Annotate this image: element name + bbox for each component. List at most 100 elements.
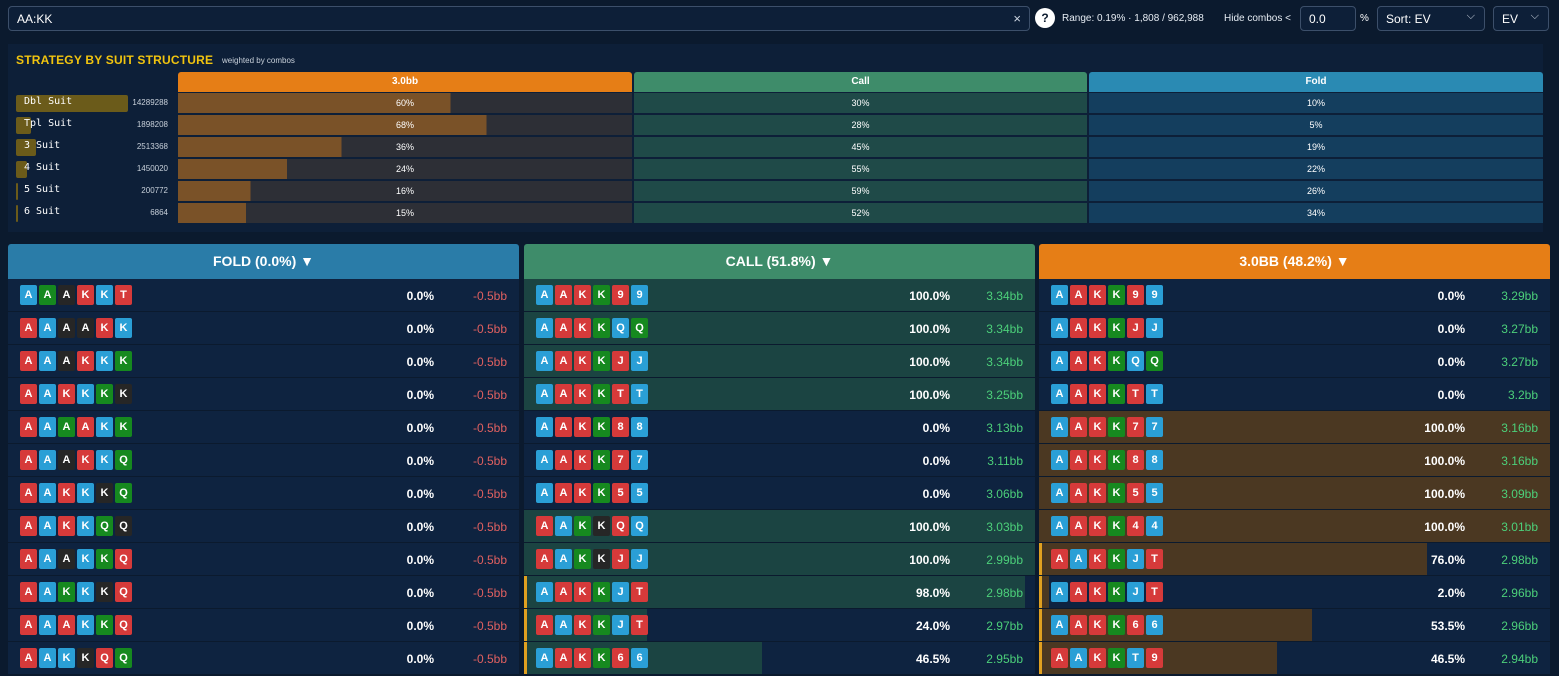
combo-row[interactable]: A A A A K K 0.0% -0.5bb — [8, 312, 519, 345]
combo-row[interactable]: A A K K J T 24.0% 2.97bb — [524, 609, 1035, 642]
combo-row[interactable]: A A K K 6 6 46.5% 2.95bb — [524, 642, 1035, 675]
combo-row[interactable]: A A K K 9 9 0.0% 3.29bb — [1039, 279, 1550, 312]
card: Q — [115, 516, 132, 536]
card: J — [631, 351, 648, 371]
raise-column-header[interactable]: 3.0bb — [178, 72, 632, 92]
card: 9 — [1127, 285, 1144, 305]
suit-row[interactable]: Dbl Suit 14289288 60% 30% 10% — [8, 93, 1543, 113]
card: A — [58, 417, 75, 437]
call-column-header[interactable]: Call — [634, 72, 1087, 92]
card: A — [555, 285, 572, 305]
card: 8 — [1127, 450, 1144, 470]
weight-bar — [16, 183, 18, 200]
combo-row[interactable]: A A K K Q Q 0.0% -0.5bb — [8, 642, 519, 675]
combo-row[interactable]: A A K K J T 76.0% 2.98bb — [1039, 543, 1550, 576]
combo-ev: -0.5bb — [472, 355, 507, 369]
fold-column-header[interactable]: Fold — [1089, 72, 1543, 92]
combo-ev: -0.5bb — [472, 652, 507, 666]
combo-row[interactable]: A A K K 6 6 53.5% 2.96bb — [1039, 609, 1550, 642]
combo-row[interactable]: A A K K Q Q 0.0% -0.5bb — [8, 510, 519, 543]
card: A — [536, 285, 553, 305]
combo-row[interactable]: A A K K T T 0.0% 3.2bb — [1039, 378, 1550, 411]
search-input[interactable] — [17, 10, 997, 28]
mixed-marker — [1039, 576, 1042, 608]
card: K — [574, 351, 591, 371]
suit-raise-cell: 68% — [178, 115, 632, 135]
suit-call-cell: 30% — [634, 93, 1087, 113]
suit-call-cell: 45% — [634, 137, 1087, 157]
combo-row[interactable]: A A A K K K 0.0% -0.5bb — [8, 345, 519, 378]
combo-row[interactable]: A A A K K Q 0.0% -0.5bb — [8, 444, 519, 477]
view-select[interactable]: EV ⌵ — [1493, 6, 1549, 31]
suit-row[interactable]: 3 Suit 2513368 36% 45% 19% — [8, 137, 1543, 157]
combo-row[interactable]: A A K K Q Q 0.0% 3.27bb — [1039, 345, 1550, 378]
fold-column-header[interactable]: FOLD (0.0%) ▼ — [8, 244, 519, 279]
sort-select[interactable]: Sort: EV ⌵ — [1377, 6, 1485, 31]
card: 7 — [612, 450, 629, 470]
combo-frequency: 0.0% — [406, 487, 434, 501]
combo-ev: 3.34bb — [986, 289, 1023, 303]
suit-count: 200772 — [141, 186, 168, 195]
combo-row[interactable]: A A A K K Q 0.0% -0.5bb — [8, 543, 519, 576]
combo-ev: 2.99bb — [986, 553, 1023, 567]
combo-row[interactable]: A A K K T T 100.0% 3.25bb — [524, 378, 1035, 411]
card: K — [593, 648, 610, 668]
combo-row[interactable]: A A A A K K 0.0% -0.5bb — [8, 411, 519, 444]
card: A — [1051, 483, 1068, 503]
combo-row[interactable]: A A K K Q Q 100.0% 3.34bb — [524, 312, 1035, 345]
combo-ev: -0.5bb — [472, 487, 507, 501]
combo-frequency: 2.0% — [1437, 586, 1465, 600]
combo-ev: 2.96bb — [1501, 586, 1538, 600]
combo-row[interactable]: A A K K K Q 0.0% -0.5bb — [8, 477, 519, 510]
weight-bar — [16, 205, 18, 222]
combo-row[interactable]: A A K K J J 100.0% 3.34bb — [524, 345, 1035, 378]
combo-row[interactable]: A A K K J J 100.0% 2.99bb — [524, 543, 1035, 576]
call-column-header[interactable]: CALL (51.8%) ▼ — [524, 244, 1035, 279]
suit-row[interactable]: 4 Suit 1450020 24% 55% 22% — [8, 159, 1543, 179]
combo-row[interactable]: A A K K 8 8 0.0% 3.13bb — [524, 411, 1035, 444]
card: A — [1070, 285, 1087, 305]
card: T — [115, 285, 132, 305]
card: A — [77, 417, 94, 437]
card: K — [593, 483, 610, 503]
suit-row[interactable]: 5 Suit 200772 16% 59% 26% — [8, 181, 1543, 201]
suit-row[interactable]: Tpl Suit 1898208 68% 28% 5% — [8, 115, 1543, 135]
card: A — [1070, 384, 1087, 404]
suit-label: 3 Suit — [24, 140, 61, 151]
combo-row[interactable]: A A A K K Q 0.0% -0.5bb — [8, 609, 519, 642]
card: K — [574, 318, 591, 338]
combo-frequency: 0.0% — [406, 586, 434, 600]
combo-row[interactable]: A A K K J J 0.0% 3.27bb — [1039, 312, 1550, 345]
hide-combos-input[interactable]: 0.0 — [1300, 6, 1356, 31]
help-icon[interactable]: ? — [1035, 8, 1055, 28]
combo-row[interactable]: A A K K 9 9 100.0% 3.34bb — [524, 279, 1035, 312]
suit-raise-cell: 16% — [178, 181, 632, 201]
clear-icon[interactable]: × — [1013, 11, 1021, 26]
suit-row[interactable]: 6 Suit 6864 15% 52% 34% — [8, 203, 1543, 223]
combo-row[interactable]: A A K K 7 7 0.0% 3.11bb — [524, 444, 1035, 477]
combo-row[interactable]: A A K K 4 4 100.0% 3.01bb — [1039, 510, 1550, 543]
combo-row[interactable]: A A K K Q Q 100.0% 3.03bb — [524, 510, 1035, 543]
combo-row[interactable]: A A K K 8 8 100.0% 3.16bb — [1039, 444, 1550, 477]
combo-row[interactable]: A A K K J T 2.0% 2.96bb — [1039, 576, 1550, 609]
toolbar: × ? Range: 0.19% · 1,808 / 962,988 Hide … — [0, 0, 1559, 40]
card: A — [555, 318, 572, 338]
combo-ev: 2.98bb — [1501, 553, 1538, 567]
combo-row[interactable]: A A K K T 9 46.5% 2.94bb — [1039, 642, 1550, 675]
search-box[interactable]: × — [8, 6, 1030, 31]
combo-row[interactable]: A A K K K Q 0.0% -0.5bb — [8, 576, 519, 609]
combo-row[interactable]: A A K K 5 5 0.0% 3.06bb — [524, 477, 1035, 510]
combo-row[interactable]: A A A K K T 0.0% -0.5bb — [8, 279, 519, 312]
card: 8 — [612, 417, 629, 437]
card: A — [20, 285, 37, 305]
combo-row[interactable]: A A K K K K 0.0% -0.5bb — [8, 378, 519, 411]
raise-column-header[interactable]: 3.0BB (48.2%) ▼ — [1039, 244, 1550, 279]
card: K — [593, 351, 610, 371]
combo-row[interactable]: A A K K 5 5 100.0% 3.09bb — [1039, 477, 1550, 510]
combo-row[interactable]: A A K K J T 98.0% 2.98bb — [524, 576, 1035, 609]
combo-row[interactable]: A A K K 7 7 100.0% 3.16bb — [1039, 411, 1550, 444]
card: K — [1108, 648, 1125, 668]
combo-ev: 2.97bb — [986, 619, 1023, 633]
